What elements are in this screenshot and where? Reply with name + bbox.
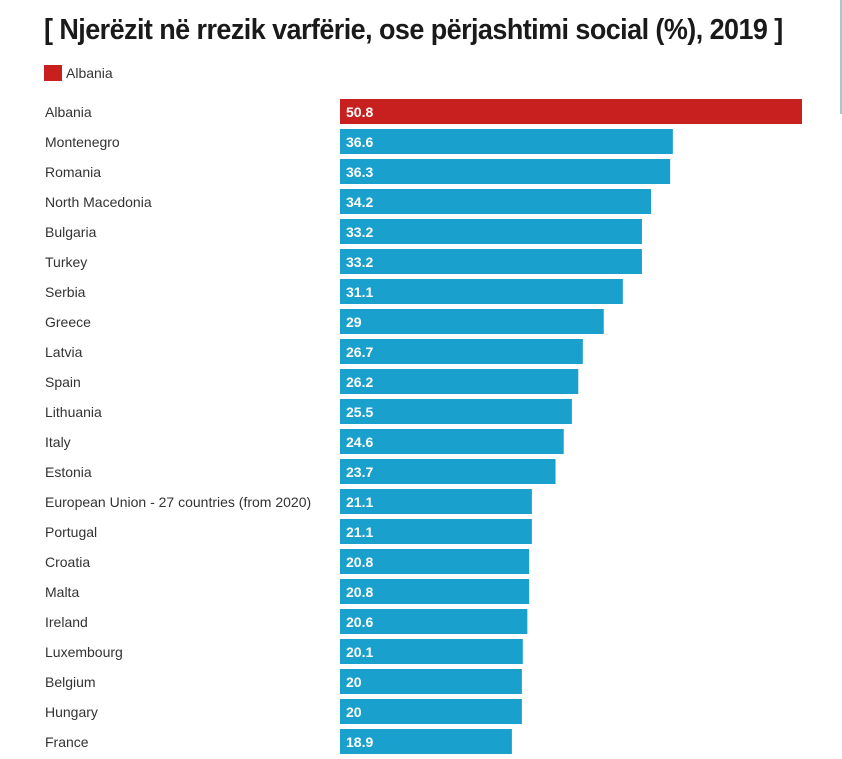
value-label: 23.7 xyxy=(346,464,373,480)
bar xyxy=(340,249,642,274)
category-label: Malta xyxy=(45,584,79,600)
bar-row-italy: Italy 24.6 xyxy=(45,429,564,454)
category-label: Spain xyxy=(45,374,81,390)
bar-row-european-union-27-countries-from-2020: European Union - 27 countries (from 2020… xyxy=(45,489,532,514)
right-edge-divider xyxy=(840,0,842,114)
bar-row-belgium: Belgium 20 xyxy=(45,669,522,694)
bar xyxy=(340,669,522,694)
value-label: 36.3 xyxy=(346,164,373,180)
category-label: Hungary xyxy=(45,704,98,720)
bar xyxy=(340,489,532,514)
bar-row-spain: Spain 26.2 xyxy=(45,369,579,394)
category-label: Montenegro xyxy=(45,134,120,150)
chart-title: [ Njerëzit në rrezik varfërie, ose përja… xyxy=(44,14,783,46)
value-label: 34.2 xyxy=(346,194,373,210)
legend-swatch-albania xyxy=(44,65,62,81)
value-label: 21.1 xyxy=(346,524,373,540)
value-label: 18.9 xyxy=(346,734,373,750)
value-label: 26.2 xyxy=(346,374,373,390)
bar-row-albania: Albania 50.8 xyxy=(45,99,802,124)
category-label: Romania xyxy=(45,164,101,180)
value-label: 31.1 xyxy=(346,284,373,300)
category-label: North Macedonia xyxy=(45,194,152,210)
bar xyxy=(340,639,523,664)
category-label: Portugal xyxy=(45,524,97,540)
bar-row-france: France 18.9 xyxy=(45,729,512,754)
bar xyxy=(340,429,564,454)
bar-row-hungary: Hungary 20 xyxy=(45,699,522,724)
category-label: Belgium xyxy=(45,674,96,690)
category-label: Greece xyxy=(45,314,91,330)
value-label: 20 xyxy=(346,674,362,690)
bar-row-romania: Romania 36.3 xyxy=(45,159,671,184)
bar-row-serbia: Serbia 31.1 xyxy=(45,279,623,304)
bar xyxy=(340,279,623,304)
bar xyxy=(340,369,579,394)
value-label: 20 xyxy=(346,704,362,720)
bar xyxy=(340,99,802,124)
bar-row-latvia: Latvia 26.7 xyxy=(45,339,583,364)
bar xyxy=(340,729,512,754)
value-label: 33.2 xyxy=(346,254,373,270)
bar xyxy=(340,579,530,604)
bar-row-croatia: Croatia 20.8 xyxy=(45,549,530,574)
value-label: 33.2 xyxy=(346,224,373,240)
bar xyxy=(340,519,532,544)
category-label: Serbia xyxy=(45,284,86,300)
value-label: 29 xyxy=(346,314,362,330)
bar xyxy=(340,699,522,724)
category-label: Italy xyxy=(45,434,71,450)
bar-row-malta: Malta 20.8 xyxy=(45,579,530,604)
bar xyxy=(340,219,642,244)
bar xyxy=(340,159,671,184)
bar xyxy=(340,129,673,154)
category-label: Ireland xyxy=(45,614,88,630)
bar xyxy=(340,339,583,364)
category-label: Estonia xyxy=(45,464,92,480)
bar-row-lithuania: Lithuania 25.5 xyxy=(45,399,572,424)
bar-row-portugal: Portugal 21.1 xyxy=(45,519,532,544)
value-label: 50.8 xyxy=(346,104,373,120)
category-label: European Union - 27 countries (from 2020… xyxy=(45,494,311,510)
bar xyxy=(340,459,556,484)
bar-row-ireland: Ireland 20.6 xyxy=(45,609,528,634)
bar-row-bulgaria: Bulgaria 33.2 xyxy=(45,219,642,244)
bar xyxy=(340,609,528,634)
bar xyxy=(340,549,530,574)
value-label: 20.8 xyxy=(346,554,373,570)
legend: Albania xyxy=(44,65,113,81)
value-label: 36.6 xyxy=(346,134,373,150)
bar-row-montenegro: Montenegro 36.6 xyxy=(45,129,673,154)
bar-row-turkey: Turkey 33.2 xyxy=(45,249,642,274)
category-label: Turkey xyxy=(45,254,87,270)
value-label: 26.7 xyxy=(346,344,373,360)
category-label: Croatia xyxy=(45,554,90,570)
bar xyxy=(340,309,604,334)
bar-row-greece: Greece 29 xyxy=(45,309,604,334)
category-label: Lithuania xyxy=(45,404,102,420)
category-label: Albania xyxy=(45,104,92,120)
bar-row-luxembourg: Luxembourg 20.1 xyxy=(45,639,523,664)
category-label: France xyxy=(45,734,89,750)
bar-row-estonia: Estonia 23.7 xyxy=(45,459,556,484)
bar xyxy=(340,399,572,424)
value-label: 24.6 xyxy=(346,434,373,450)
category-label: Latvia xyxy=(45,344,83,360)
category-label: Bulgaria xyxy=(45,224,97,240)
value-label: 20.6 xyxy=(346,614,373,630)
bar-row-north-macedonia: North Macedonia 34.2 xyxy=(45,189,652,214)
legend-label-albania: Albania xyxy=(66,65,113,81)
value-label: 25.5 xyxy=(346,404,373,420)
category-label: Luxembourg xyxy=(45,644,123,660)
value-label: 20.8 xyxy=(346,584,373,600)
value-label: 21.1 xyxy=(346,494,373,510)
bar xyxy=(340,189,652,214)
value-label: 20.1 xyxy=(346,644,373,660)
